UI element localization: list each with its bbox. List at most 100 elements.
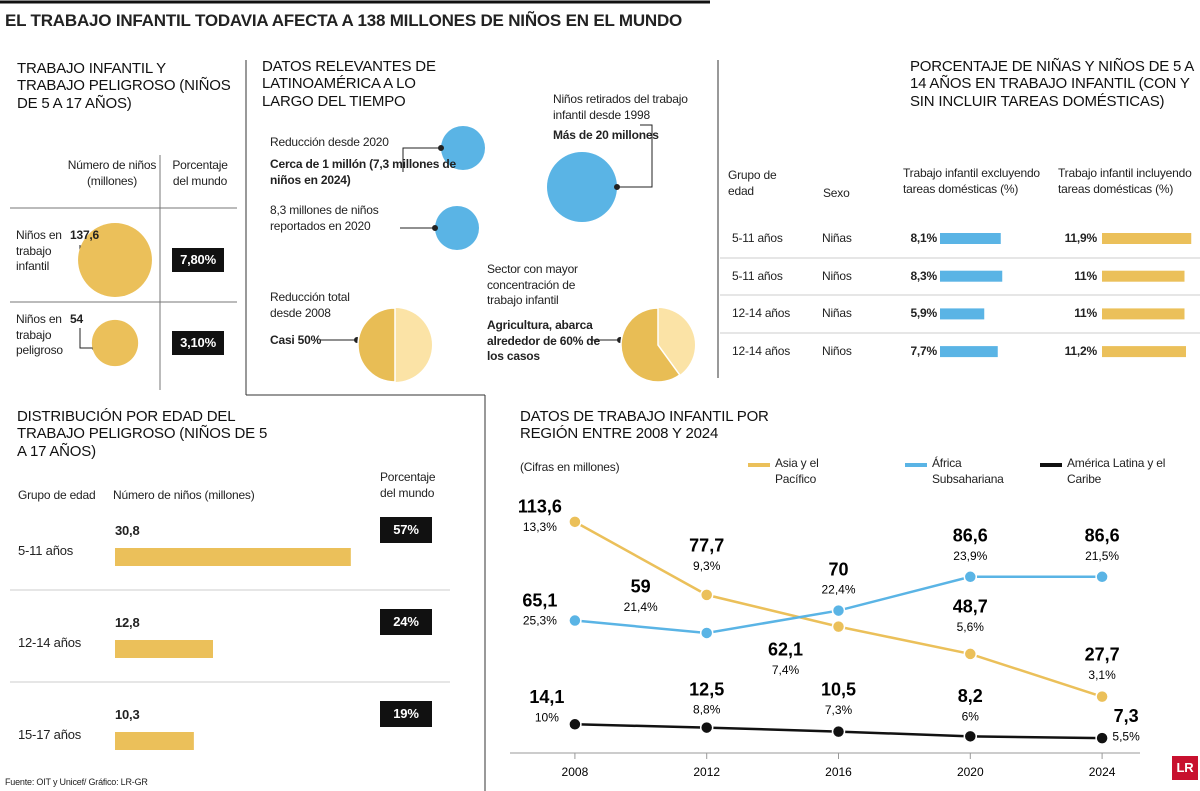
fact-highlight: Más de 20 millones — [553, 128, 659, 142]
x-tick-label: 2012 — [693, 765, 720, 779]
value-label: 10,5 — [821, 679, 856, 699]
pie-slice — [357, 307, 396, 383]
age-group: 5-11 años — [732, 268, 783, 283]
point — [568, 717, 582, 732]
row-label: Niños en trabajo peligroso — [16, 312, 63, 358]
bar — [115, 548, 351, 566]
percent-box — [380, 609, 432, 635]
sex: Niños — [822, 344, 852, 359]
percent-box — [380, 701, 432, 727]
share-label: 5,6% — [957, 620, 985, 634]
point — [831, 603, 846, 618]
point — [963, 647, 978, 661]
section-title: PORCENTAJE DE NIÑAS Y NIÑOS DE 5 A 14 AÑ… — [910, 58, 1194, 110]
value-label: 12,8 — [115, 615, 140, 630]
share-label: 23,9% — [953, 549, 987, 563]
section-title: DISTRIBUCIÓN POR EDAD DEL TRABAJO PELIGR… — [17, 408, 268, 460]
share-label: 25,3% — [523, 614, 557, 628]
point — [963, 729, 978, 744]
fact-circles — [435, 126, 617, 250]
point — [1095, 689, 1109, 704]
value-label: 11,2% — [1064, 344, 1098, 359]
value-label: 10,3 — [115, 707, 140, 722]
share-label: 5,5% — [1112, 729, 1140, 743]
value-label: 11% — [1074, 268, 1097, 283]
bar — [1102, 270, 1185, 282]
value-label: 11,9% — [1064, 231, 1098, 245]
x-tick-label: 2008 — [562, 765, 589, 779]
page-title: EL TRABAJO INFANTIL TODAVIA AFECTA A 138… — [5, 11, 683, 30]
logo: LR — [1176, 760, 1194, 775]
value-label: 54 — [70, 312, 83, 326]
legend-label: África Subsahariana — [932, 456, 1004, 486]
share-label: 22,4% — [821, 583, 855, 597]
percent-label: 19% — [393, 706, 419, 721]
value-label: 62,1 — [768, 639, 803, 659]
x-tick-label: 2024 — [1089, 765, 1116, 779]
value-label: 86,6 — [953, 526, 988, 546]
percent-box — [172, 248, 224, 272]
percent-box — [172, 331, 224, 355]
pie-slice — [620, 307, 681, 383]
point — [699, 626, 714, 640]
point — [699, 588, 714, 602]
point — [963, 570, 978, 584]
section-title: DATOS DE TRABAJO INFANTIL POR REGIÓN ENT… — [520, 408, 769, 443]
age-group: 12-14 años — [18, 635, 82, 650]
sex: Niñas — [822, 231, 852, 245]
value-label: 70 — [828, 559, 848, 579]
point — [568, 613, 582, 628]
fact-text: Sector con mayor concentración de trabaj… — [487, 262, 578, 308]
percent-label: 57% — [393, 522, 419, 537]
value-label: 7,3 — [1114, 706, 1139, 726]
chart-note: (Cifras en millones) — [520, 460, 620, 474]
percent-label: 3,10% — [180, 335, 216, 350]
age-group: 15-17 años — [18, 727, 82, 742]
column-header: Porcentaje del mundo — [380, 470, 436, 500]
legend-label: Asia y el Pacífico — [775, 456, 819, 486]
bar — [115, 732, 194, 750]
percent-box — [380, 517, 432, 543]
value-label: 48,7 — [953, 597, 988, 617]
point — [831, 619, 846, 634]
point — [699, 720, 714, 735]
value-label: 14,1 — [529, 687, 564, 707]
value-label: 12,5 — [689, 679, 724, 699]
bar — [940, 308, 985, 320]
bar — [940, 346, 998, 358]
value-label: 65,1 — [522, 590, 557, 610]
share-label: 7,4% — [772, 663, 800, 677]
column-header: Grupo de edad — [18, 488, 96, 502]
sex: Niñas — [822, 306, 852, 321]
value-label: 5,9% — [910, 306, 937, 321]
column-header: Número de niños (millones) — [67, 158, 157, 188]
value-label: 30,8 — [115, 523, 140, 538]
share-label: 13,3% — [523, 520, 557, 534]
bar — [1102, 308, 1185, 320]
value-label: 137,6 — [70, 228, 100, 242]
bubble — [91, 319, 139, 367]
fact-text: Reducción desde 2020 — [270, 135, 389, 149]
column-header: Trabajo infantil excluyendo tareas domés… — [903, 166, 1040, 196]
bubble — [78, 223, 152, 297]
bar — [115, 640, 213, 658]
share-label: 21,4% — [624, 600, 658, 614]
column-header: Sexo — [823, 186, 850, 200]
fact-text: Niños retirados del trabajo infantil des… — [553, 92, 688, 122]
bar — [1102, 233, 1192, 244]
column-header: Porcentaje del mundo — [172, 158, 228, 188]
fact-text: Reducción total desde 2008 — [270, 290, 350, 320]
point — [831, 724, 846, 739]
x-tick-label: 2016 — [825, 765, 852, 779]
share-label: 10% — [535, 710, 559, 724]
bar — [940, 270, 1003, 282]
share-label: 21,5% — [1085, 549, 1119, 563]
logo-box — [1172, 756, 1198, 780]
value-label: 113,6 — [518, 497, 562, 517]
value-label: 8,1% — [910, 231, 937, 245]
source: Fuente: OIT y Unicef/ Gráfico: LR-GR — [5, 777, 148, 787]
value-label: 77,7 — [689, 536, 724, 556]
